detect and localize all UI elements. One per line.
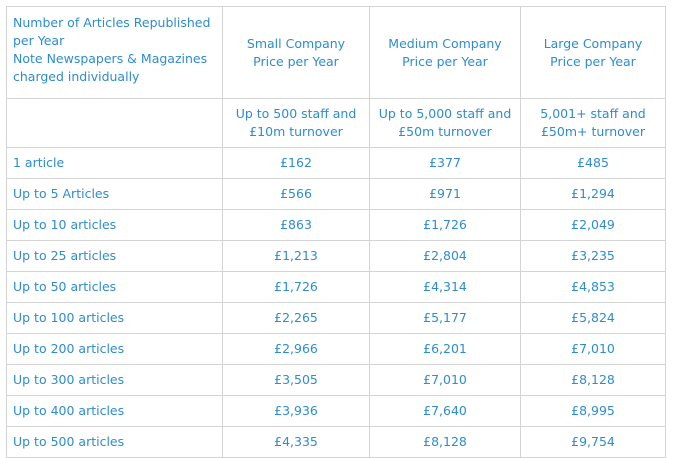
table-row: Up to 300 articles £3,505 £7,010 £8,128 xyxy=(6,364,666,396)
small-price-cell: £863 xyxy=(222,209,370,241)
small-price-cell: £2,966 xyxy=(222,333,370,365)
criteria-line: £50m turnover xyxy=(398,124,492,139)
medium-company-criteria: Up to 5,000 staff and £50m turnover xyxy=(369,98,521,148)
large-price-cell: £4,853 xyxy=(520,271,666,303)
table-row: Up to 200 articles £2,966 £6,201 £7,010 xyxy=(6,333,666,365)
row-label: Up to 100 articles xyxy=(6,302,223,334)
pricing-table-container: Number of Articles Republished per Year … xyxy=(6,6,666,458)
corner-header-cell: Number of Articles Republished per Year … xyxy=(6,6,223,99)
large-price-cell: £8,995 xyxy=(520,395,666,427)
pricing-table: Number of Articles Republished per Year … xyxy=(6,6,666,458)
corner-header-line: charged individually xyxy=(13,69,140,84)
table-row: 1 article £162 £377 £485 xyxy=(6,147,666,179)
header-subtitle: Price per Year xyxy=(550,53,636,69)
table-row: Up to 100 articles £2,265 £5,177 £5,824 xyxy=(6,302,666,334)
small-company-header: Small Company Price per Year xyxy=(222,6,370,99)
large-price-cell: £7,010 xyxy=(520,333,666,365)
criteria-line: £50m+ turnover xyxy=(540,124,646,139)
row-label: Up to 300 articles xyxy=(6,364,223,396)
header-title: Medium Company xyxy=(388,35,502,51)
header-title: Large Company xyxy=(543,35,643,51)
large-price-cell: £2,049 xyxy=(520,209,666,241)
row-label: Up to 10 articles xyxy=(6,209,223,241)
medium-price-cell: £1,726 xyxy=(369,209,521,241)
large-price-cell: £485 xyxy=(520,147,666,179)
criteria-line: Up to 5,000 staff and xyxy=(378,106,512,121)
medium-price-cell: £4,314 xyxy=(369,271,521,303)
corner-header-line: Note Newspapers & Magazines xyxy=(13,51,208,66)
medium-price-cell: £7,640 xyxy=(369,395,521,427)
large-company-criteria: 5,001+ staff and £50m+ turnover xyxy=(520,98,666,148)
table-row: Up to 25 articles £1,213 £2,804 £3,235 xyxy=(6,240,666,272)
header-subtitle: Price per Year xyxy=(253,53,339,69)
medium-price-cell: £971 xyxy=(369,178,521,210)
medium-price-cell: £5,177 xyxy=(369,302,521,334)
small-price-cell: £2,265 xyxy=(222,302,370,334)
medium-price-cell: £2,804 xyxy=(369,240,521,272)
row-label: Up to 200 articles xyxy=(6,333,223,365)
corner-header-line: Number of Articles Republished xyxy=(13,15,211,30)
medium-price-cell: £6,201 xyxy=(369,333,521,365)
small-price-cell: £162 xyxy=(222,147,370,179)
criteria-line: £10m turnover xyxy=(249,124,343,139)
row-label: 1 article xyxy=(6,147,223,179)
header-row: Number of Articles Republished per Year … xyxy=(6,6,666,99)
criteria-line: Up to 500 staff and xyxy=(235,106,357,121)
small-price-cell: £566 xyxy=(222,178,370,210)
header-title: Small Company xyxy=(246,35,346,51)
table-row: Up to 10 articles £863 £1,726 £2,049 xyxy=(6,209,666,241)
header-subtitle: Price per Year xyxy=(402,53,488,69)
company-size-row: Up to 500 staff and £10m turnover Up to … xyxy=(6,98,666,148)
small-price-cell: £1,213 xyxy=(222,240,370,272)
medium-price-cell: £7,010 xyxy=(369,364,521,396)
small-company-criteria: Up to 500 staff and £10m turnover xyxy=(222,98,370,148)
small-price-cell: £1,726 xyxy=(222,271,370,303)
row-label: Up to 400 articles xyxy=(6,395,223,427)
corner-header-line: per Year xyxy=(13,33,65,48)
medium-company-header: Medium Company Price per Year xyxy=(369,6,521,99)
medium-price-cell: £377 xyxy=(369,147,521,179)
row-label: Up to 5 Articles xyxy=(6,178,223,210)
large-price-cell: £8,128 xyxy=(520,364,666,396)
small-price-cell: £3,505 xyxy=(222,364,370,396)
empty-cell xyxy=(6,98,223,148)
table-row: Up to 5 Articles £566 £971 £1,294 xyxy=(6,178,666,210)
large-company-header: Large Company Price per Year xyxy=(520,6,666,99)
large-price-cell: £3,235 xyxy=(520,240,666,272)
table-row: Up to 50 articles £1,726 £4,314 £4,853 xyxy=(6,271,666,303)
small-price-cell: £3,936 xyxy=(222,395,370,427)
criteria-line: 5,001+ staff and xyxy=(540,106,646,121)
large-price-cell: £5,824 xyxy=(520,302,666,334)
large-price-cell: £1,294 xyxy=(520,178,666,210)
row-label: Up to 50 articles xyxy=(6,271,223,303)
table-row: Up to 400 articles £3,936 £7,640 £8,995 xyxy=(6,395,666,427)
row-label: Up to 25 articles xyxy=(6,240,223,272)
